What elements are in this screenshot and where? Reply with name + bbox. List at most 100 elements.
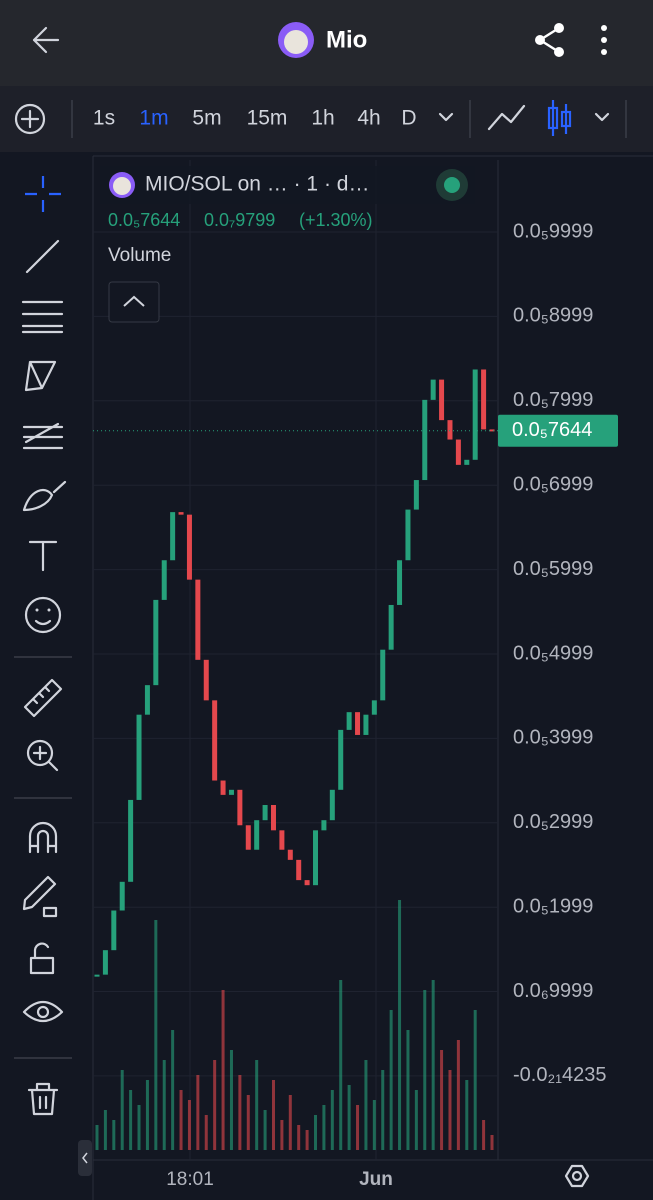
collapse-arrow <box>82 1152 88 1164</box>
volume-bar <box>440 1050 444 1150</box>
candle <box>380 649 386 701</box>
volume-bar <box>255 1060 259 1150</box>
delete-tool[interactable] <box>27 1082 59 1116</box>
y-tick-label: 0.0₅6999 <box>513 473 593 495</box>
volume-bar <box>398 900 402 1150</box>
candle <box>430 379 436 400</box>
candle <box>422 399 428 481</box>
volume-bar <box>204 1115 208 1150</box>
market-status-dot <box>444 177 460 193</box>
share-button[interactable] <box>535 23 564 57</box>
volume-bar <box>473 1010 477 1150</box>
candle-chart-button[interactable] <box>547 100 572 136</box>
interval-button[interactable]: 4h <box>357 107 380 130</box>
interval-button[interactable]: 15m <box>247 107 288 130</box>
candle <box>119 881 125 911</box>
volume-bar <box>322 1105 326 1150</box>
candle <box>262 805 268 821</box>
collapse-toolbar[interactable] <box>78 1140 92 1176</box>
volume-bar <box>414 1090 418 1150</box>
y-tick-label: 0.0₆9999 <box>513 980 593 1002</box>
volume-bar <box>456 1040 460 1150</box>
volume-bar <box>263 1110 267 1150</box>
interval-dropdown[interactable] <box>438 112 454 122</box>
interval-button[interactable]: 1h <box>311 107 334 130</box>
zoom-tool[interactable] <box>26 739 59 772</box>
app-title: Mio <box>326 26 367 53</box>
candle <box>254 820 260 850</box>
last-price-label: 0.0₅7644 <box>512 419 592 441</box>
volume-bar <box>372 1100 376 1150</box>
ruler-tool[interactable] <box>23 678 63 718</box>
volume-bar <box>171 1030 175 1150</box>
y-tick-label: 0.0₅4999 <box>513 642 593 664</box>
text-tool[interactable] <box>28 540 58 572</box>
candle <box>405 509 411 561</box>
candle <box>144 685 150 715</box>
lock-drawings-tool[interactable] <box>22 875 58 918</box>
volume-bar <box>112 1120 116 1150</box>
chart-pane <box>93 160 498 1160</box>
candle <box>270 805 276 831</box>
candle <box>413 480 419 510</box>
settings-button[interactable] <box>564 1164 590 1188</box>
ohlc-value: (+1.30%) <box>299 210 373 230</box>
candle <box>296 859 302 881</box>
interval-button[interactable]: 1s <box>93 107 115 130</box>
volume-bar <box>137 1105 141 1150</box>
volume-bar <box>448 1070 452 1150</box>
candle <box>439 379 445 421</box>
y-tick-label: 0.0₅1999 <box>513 895 593 917</box>
volume-bar <box>238 1075 242 1150</box>
interval-button[interactable]: D <box>401 107 416 130</box>
volume-bar <box>364 1060 368 1150</box>
trendline-tool[interactable] <box>25 239 60 274</box>
candle <box>481 369 487 430</box>
volume-bar <box>339 980 343 1150</box>
volume-bar <box>95 1125 99 1150</box>
magnet-tool[interactable] <box>28 821 58 854</box>
brush-tool[interactable] <box>22 480 67 512</box>
collapse-legend-button[interactable] <box>108 281 160 323</box>
y-tick-label: 0.0₅7999 <box>513 389 593 411</box>
interval-button[interactable]: 5m <box>192 107 221 130</box>
volume-bar <box>389 1010 393 1150</box>
prediction-tool[interactable] <box>22 422 64 450</box>
emoji-tool[interactable] <box>24 596 62 634</box>
volume-bar <box>482 1120 486 1150</box>
visibility-tool[interactable] <box>22 1000 64 1023</box>
back-button[interactable] <box>32 26 60 54</box>
volume-bar <box>347 1085 351 1150</box>
chart-type-dropdown[interactable] <box>594 112 610 122</box>
candle <box>228 789 234 795</box>
volume-bar <box>330 1090 334 1150</box>
line-chart-button[interactable] <box>487 104 526 131</box>
volume-bar <box>213 1060 217 1150</box>
symbol-title: MIO/SOL on … · 1 · d… <box>145 173 369 196</box>
candle <box>447 420 453 440</box>
menu-button[interactable] <box>601 25 607 55</box>
pattern-tool[interactable] <box>24 360 57 392</box>
crosshair-tool[interactable] <box>25 176 61 212</box>
unlock-tool[interactable] <box>29 942 55 975</box>
fib-tool[interactable] <box>21 300 64 334</box>
ohlc-value: 0.0₅7644 <box>108 210 180 230</box>
volume-bar <box>431 980 435 1150</box>
volume-bar <box>280 1120 284 1150</box>
volume-bar <box>179 1090 183 1150</box>
candle <box>397 560 403 605</box>
volume-bar <box>423 990 427 1150</box>
y-tick-label: 0.0₅8999 <box>513 305 593 327</box>
volume-bar <box>246 1095 250 1150</box>
candle <box>329 789 335 821</box>
interval-toolbar <box>0 86 653 152</box>
add-indicator-button[interactable] <box>14 103 46 135</box>
y-tick-label: 0.0₅9999 <box>513 220 593 242</box>
candle <box>279 830 285 850</box>
volume-bar <box>381 1070 385 1150</box>
interval-button[interactable]: 1m <box>139 107 168 130</box>
candle <box>94 974 100 977</box>
volume-bar <box>120 1070 124 1150</box>
